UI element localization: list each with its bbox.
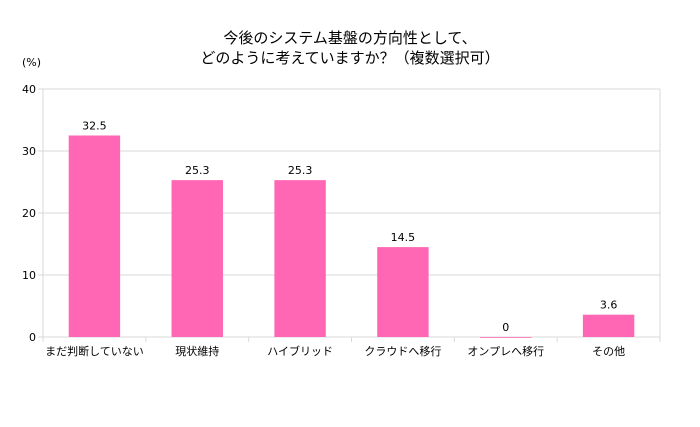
chart-title-line-2: どのように考えていますか？（複数選択可） bbox=[200, 49, 499, 67]
y-tick-label: 10 bbox=[22, 269, 36, 282]
data-label: 3.6 bbox=[600, 299, 618, 312]
bar bbox=[582, 314, 635, 337]
bar bbox=[377, 247, 429, 337]
data-label: 0 bbox=[502, 321, 509, 334]
bar bbox=[274, 180, 326, 337]
data-label: 25.3 bbox=[185, 164, 210, 177]
bar bbox=[480, 337, 532, 338]
data-label: 14.5 bbox=[391, 231, 416, 244]
bar bbox=[68, 135, 121, 337]
y-tick-label: 20 bbox=[22, 207, 36, 220]
x-tick-label: まだ判断していない bbox=[45, 344, 144, 358]
chart-title-line-1: 今後のシステム基盤の方向性として、 bbox=[223, 29, 476, 47]
bar bbox=[171, 180, 223, 337]
y-tick-label: 30 bbox=[22, 145, 36, 158]
y-tick-label: 40 bbox=[22, 83, 36, 96]
data-label: 32.5 bbox=[82, 120, 107, 133]
y-tick-label: 0 bbox=[29, 331, 36, 344]
data-label: 25.3 bbox=[288, 164, 313, 177]
x-tick-label: クラウドへ移行 bbox=[364, 345, 441, 358]
y-axis-label: (%) bbox=[22, 56, 41, 69]
x-tick-label: 現状維持 bbox=[175, 344, 219, 358]
x-tick-label: その他 bbox=[592, 345, 625, 358]
x-tick-label: ハイブリッド bbox=[267, 344, 333, 358]
x-tick-label: オンプレへ移行 bbox=[467, 345, 544, 358]
